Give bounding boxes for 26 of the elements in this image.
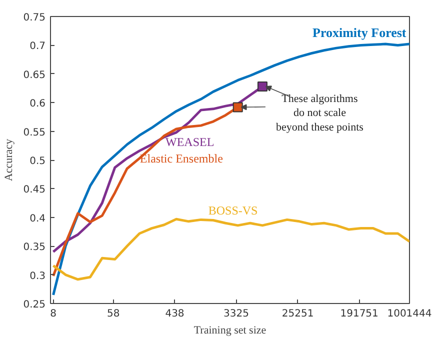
y-tick-label: 0.6 (30, 98, 46, 110)
line-series (52, 218, 410, 281)
x-axis-title: Training set size (194, 324, 266, 336)
x-tick-label: 8 (50, 308, 56, 320)
y-tick-label: 0.75 (23, 12, 46, 24)
x-tick-label: 3325 (224, 308, 250, 320)
x-tick-label: 25251 (282, 308, 314, 320)
y-tick-label: 0.4 (30, 213, 46, 224)
x-tick-label: 58 (107, 308, 120, 320)
annotation: These algorithms do not scale beyond these points (276, 92, 364, 134)
y-tick-label: 0.65 (23, 70, 46, 81)
y-tick-label: 0.35 (23, 242, 46, 254)
series-label: WEASEL (166, 135, 214, 150)
y-tick-label: 0.55 (23, 127, 46, 138)
line-series (52, 42, 410, 296)
x-tick-label: 438 (165, 308, 184, 320)
y-axis-title: Accuracy (3, 138, 16, 182)
series-label: BOSS-VS (208, 203, 258, 218)
y-tick-label: 0.25 (23, 300, 46, 310)
y-tick-label: 0.3 (30, 270, 46, 282)
y-tick-label: 0.45 (23, 184, 46, 196)
x-tick-label: 191751 (340, 308, 378, 320)
series-label: Proximity Forest (312, 25, 407, 40)
y-tick-label: 0.5 (30, 156, 46, 167)
y-tick-label: 0.7 (30, 41, 46, 52)
x-tick-label: 1001444 (387, 308, 432, 320)
